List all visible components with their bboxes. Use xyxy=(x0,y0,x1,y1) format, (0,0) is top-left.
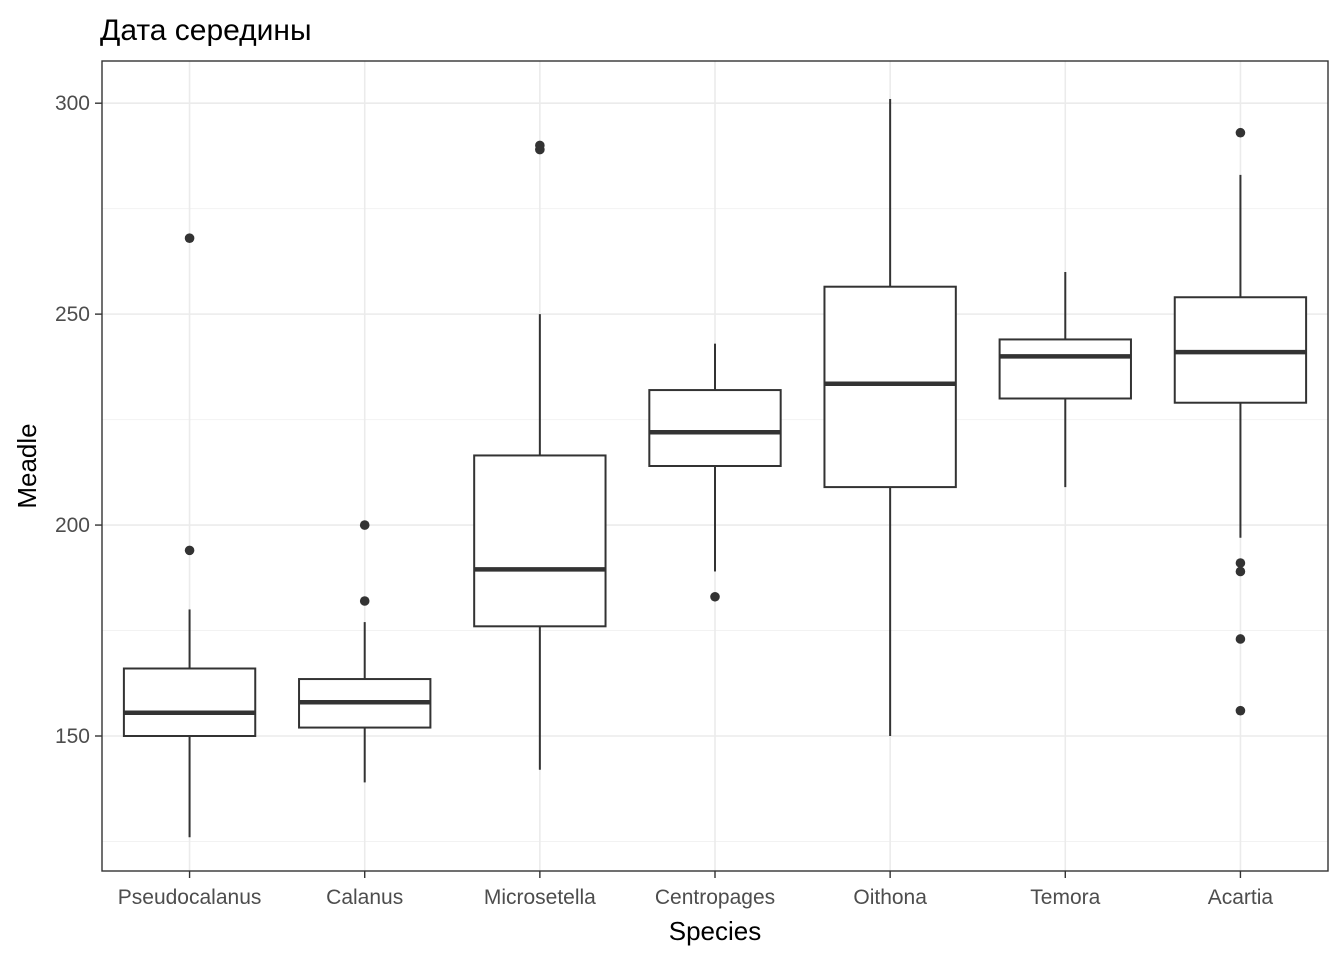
outlier-point xyxy=(184,233,195,243)
iqr-box xyxy=(122,667,257,737)
box-calanus xyxy=(298,520,432,783)
outlier-point xyxy=(1235,705,1246,716)
box-microsetella xyxy=(473,140,607,770)
x-tick-label: Centropages xyxy=(655,886,775,909)
iqr-box xyxy=(823,285,957,489)
x-tick-label: Calanus xyxy=(326,886,403,909)
y-axis-title: Meadle xyxy=(12,423,42,508)
outlier-point xyxy=(710,591,720,602)
outlier-point xyxy=(184,545,195,556)
x-tick-label: Pseudocalanus xyxy=(118,886,262,909)
y-tick-label: 250 xyxy=(55,303,90,326)
box-pseudocalanus xyxy=(122,233,257,838)
outlier-point xyxy=(1235,558,1246,568)
y-tick-label: 300 xyxy=(55,92,90,115)
x-tick-label: Temora xyxy=(1030,886,1100,909)
outlier-point xyxy=(1235,566,1246,577)
box-temora xyxy=(998,271,1132,488)
outlier-point xyxy=(359,520,370,530)
outlier-point xyxy=(359,596,370,606)
y-tick-label: 200 xyxy=(55,514,90,537)
x-tick-label: Oithona xyxy=(853,886,927,909)
x-tick-label: Acartia xyxy=(1208,886,1274,909)
chart-title: Дата середины xyxy=(100,14,312,47)
outlier-point xyxy=(1235,127,1246,138)
box-acartia xyxy=(1173,127,1308,716)
axes: 150 200 250 300 Pseudocalanus Calanus Microset… xyxy=(55,92,1273,909)
y-tick-label: 150 xyxy=(55,725,90,748)
box-centropages xyxy=(648,343,782,602)
x-axis-title: Species xyxy=(669,916,762,946)
iqr-box xyxy=(998,338,1132,400)
box-oithona xyxy=(823,98,957,736)
x-tick-label: Microsetella xyxy=(484,886,596,909)
outlier-point xyxy=(535,140,545,151)
box-series xyxy=(122,98,1308,838)
outlier-point xyxy=(1235,634,1246,644)
iqr-box xyxy=(473,454,607,628)
iqr-box xyxy=(648,389,782,467)
